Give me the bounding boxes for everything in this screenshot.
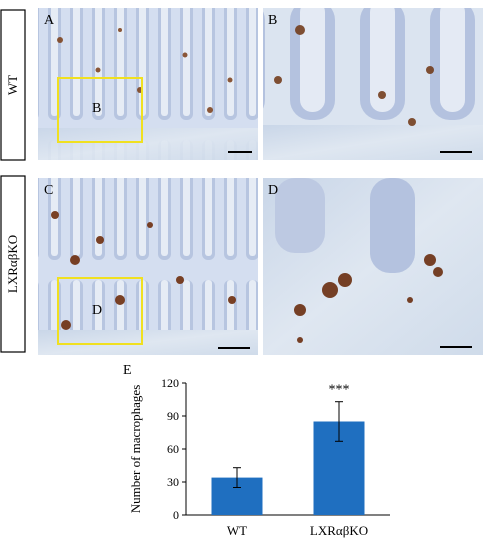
panel-label: D [268,183,278,198]
y-tick-label: 120 [161,376,179,390]
row-label-box [0,9,26,161]
panel-label: A [44,13,55,28]
panel-label: E [123,363,132,378]
significance: *** [329,383,350,398]
inset-label: B [92,101,101,116]
inset-label: D [92,303,102,318]
y-tick-label: 90 [167,409,179,423]
row-label: WT [5,75,20,95]
x-tick-label: LXRαβKO [310,523,368,538]
row-label-box [0,175,26,353]
micrograph [263,178,483,355]
y-tick-label: 0 [173,508,179,522]
micrograph [38,178,258,355]
panel-label: C [44,183,53,198]
row-label: LXRαβKO [5,235,20,293]
micrograph [38,8,258,160]
y-axis-label: Number of macrophages [128,385,143,514]
y-tick-label: 60 [167,442,179,456]
panel-label: B [268,13,277,28]
y-tick-label: 30 [167,475,179,489]
x-tick-label: WT [227,523,247,538]
micrograph [263,8,483,160]
